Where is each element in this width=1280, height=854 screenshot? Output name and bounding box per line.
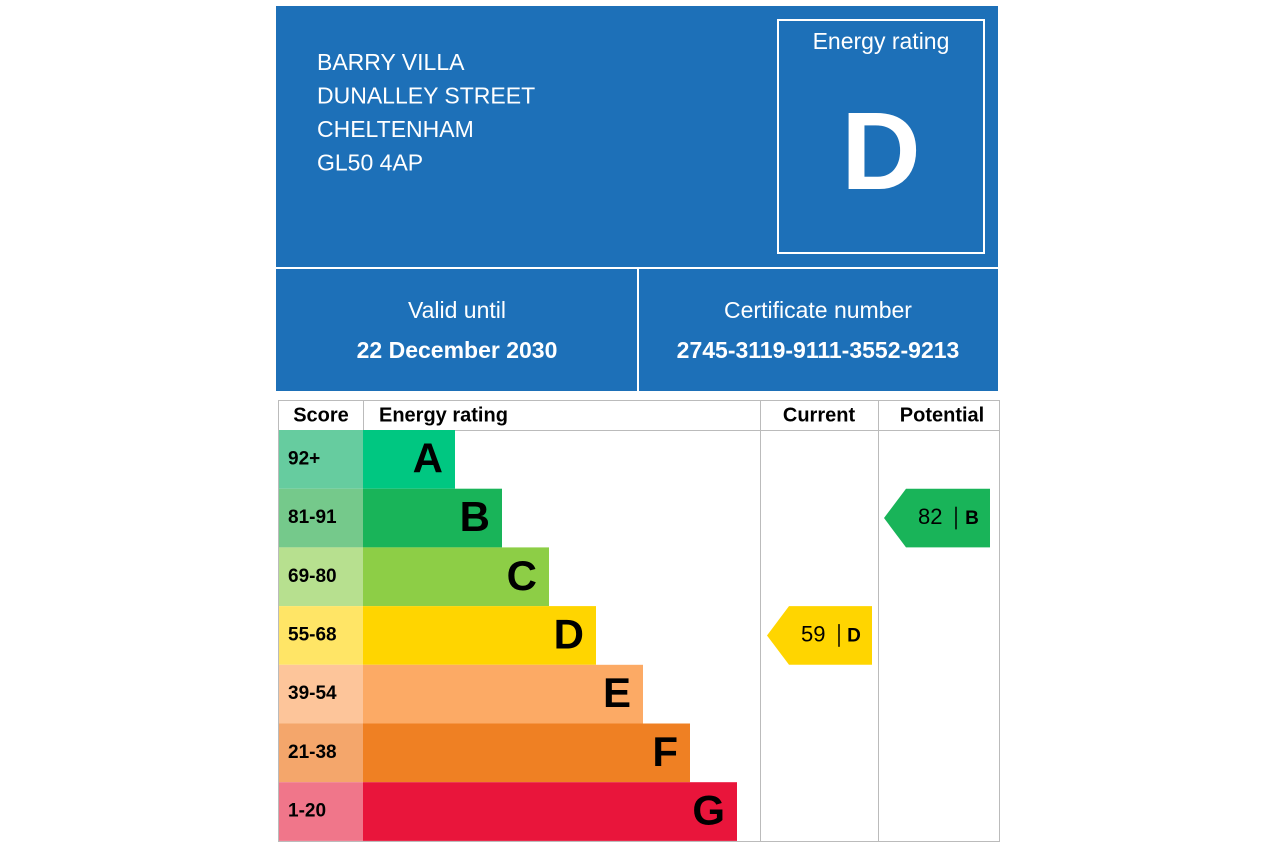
address-line: GL50 4AP [317,150,423,176]
header-cell: Energy rating [379,404,508,426]
score-range: 39-54 [288,683,337,704]
rating-letter: E [603,669,631,716]
score-cell [279,547,363,607]
score-range: 55-68 [288,624,337,645]
rating-bar [363,547,549,607]
address-line: BARRY VILLA [317,49,465,75]
score-cell [279,664,363,724]
header-cell: Potential [900,404,984,426]
rating-label: Energy rating [813,28,950,54]
header-cell: Score [293,404,349,426]
certificate-number: 2745-3119-9111-3552-9213 [677,337,960,363]
score-range: 69-80 [288,566,337,587]
rating-letter: A [413,434,443,481]
certificate-label: Certificate number [724,297,912,323]
rating-bar [363,723,690,783]
current-letter: D [847,625,861,646]
rating-bar [363,488,502,548]
score-range: 21-38 [288,742,337,763]
rating-bar [363,782,737,841]
potential-score: 82 [918,504,942,529]
potential-arrow [884,488,990,548]
rating-letter: B [460,493,490,540]
rating-letter: G [692,787,725,834]
score-range: 81-91 [288,507,337,528]
score-cell [279,606,363,665]
rating-letter: F [652,728,678,775]
header-cell: Current [783,404,856,426]
score-range: 92+ [288,448,320,469]
rating-box [777,19,985,254]
rating-letter: D [554,611,584,658]
header-panel [276,6,998,267]
score-cell [279,782,363,841]
valid-date: 22 December 2030 [357,337,558,363]
current-arrow [767,606,872,665]
address-line: CHELTENHAM [317,116,474,142]
rating-letter: C [507,552,537,599]
score-cell [279,488,363,548]
potential-letter: B [965,508,979,529]
score-cell [279,430,363,489]
certificate-panel [639,269,998,391]
rating-letter: D [841,90,920,213]
rating-bar [363,606,596,665]
current-score: 59 [801,621,825,646]
validity-panel [276,269,637,391]
rating-bar [363,664,643,724]
valid-label: Valid until [408,297,506,323]
rating-bar [363,430,455,489]
address-line: DUNALLEY STREET [317,83,535,109]
score-cell [279,723,363,783]
score-range: 1-20 [288,801,326,822]
